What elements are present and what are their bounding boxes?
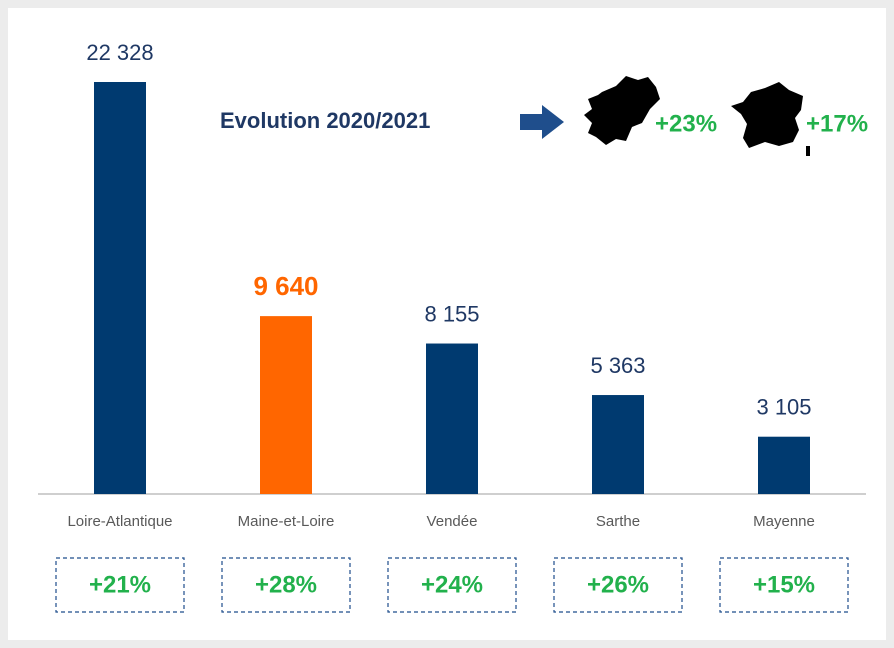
bar bbox=[758, 436, 810, 494]
evolution-label: +21% bbox=[89, 571, 151, 598]
x-tick-label: Vendée bbox=[427, 513, 478, 530]
bar bbox=[592, 395, 644, 494]
value-label: 22 328 bbox=[86, 40, 153, 65]
panel bbox=[8, 8, 886, 640]
x-tick-label: Maine-et-Loire bbox=[238, 513, 335, 530]
value-label: 9 640 bbox=[253, 271, 318, 301]
evolution-label: +26% bbox=[587, 571, 649, 598]
x-tick-label: Loire-Atlantique bbox=[67, 513, 172, 530]
evolution-box bbox=[387, 557, 517, 613]
arrow bbox=[520, 105, 564, 139]
france-evolution: +17% bbox=[806, 110, 868, 137]
value-label: 3 105 bbox=[756, 395, 811, 420]
annotation-text: Evolution 2020/2021 bbox=[220, 108, 430, 133]
evolution-box bbox=[719, 557, 849, 613]
evolution-label: +28% bbox=[255, 571, 317, 598]
bar bbox=[260, 316, 312, 494]
region-evolution: +23% bbox=[655, 110, 717, 137]
bar bbox=[426, 343, 478, 494]
france-map bbox=[731, 82, 810, 156]
x-tick-label: Sarthe bbox=[596, 513, 640, 530]
value-label: 8 155 bbox=[424, 301, 479, 326]
evolution-box bbox=[221, 557, 351, 613]
evolution-label: +24% bbox=[421, 571, 483, 598]
evolution-label: +15% bbox=[753, 571, 815, 598]
value-label: 5 363 bbox=[590, 353, 645, 378]
bar bbox=[94, 82, 146, 494]
region-map bbox=[584, 76, 660, 145]
evolution-box bbox=[553, 557, 683, 613]
evolution-box bbox=[55, 557, 185, 613]
x-tick-label: Mayenne bbox=[753, 513, 815, 530]
